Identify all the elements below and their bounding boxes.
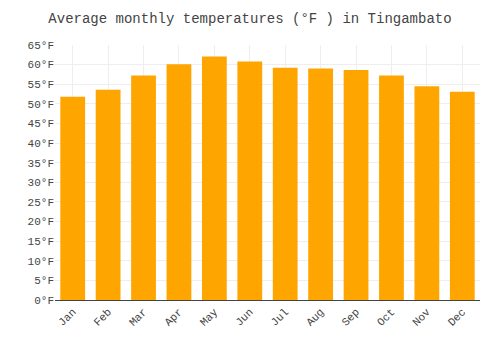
svg-text:60°F: 60°F [28,59,54,71]
svg-text:30°F: 30°F [28,177,54,189]
svg-text:40°F: 40°F [28,138,54,150]
svg-text:Oct: Oct [375,306,397,328]
svg-text:Jul: Jul [269,306,291,328]
svg-text:Mar: Mar [127,306,149,328]
svg-text:25°F: 25°F [28,197,54,209]
svg-text:Average monthly temperatures (: Average monthly temperatures (°F ) in Ti… [48,11,451,27]
svg-text:Sep: Sep [340,306,362,328]
svg-text:May: May [198,306,221,329]
svg-text:5°F: 5°F [34,275,54,287]
svg-text:20°F: 20°F [28,216,54,228]
svg-text:Aug: Aug [304,306,326,328]
svg-text:50°F: 50°F [28,99,54,111]
svg-text:Nov: Nov [410,306,433,329]
svg-text:Feb: Feb [92,306,114,328]
svg-text:65°F: 65°F [28,40,54,52]
svg-text:55°F: 55°F [28,79,54,91]
svg-text:45°F: 45°F [28,118,54,130]
svg-text:10°F: 10°F [28,256,54,268]
svg-text:15°F: 15°F [28,236,54,248]
svg-text:Jan: Jan [56,306,78,328]
svg-text:Apr: Apr [162,306,184,328]
svg-text:Dec: Dec [446,306,468,328]
svg-text:35°F: 35°F [28,158,54,170]
svg-text:Jun: Jun [233,306,255,328]
svg-text:0°F: 0°F [34,295,54,307]
